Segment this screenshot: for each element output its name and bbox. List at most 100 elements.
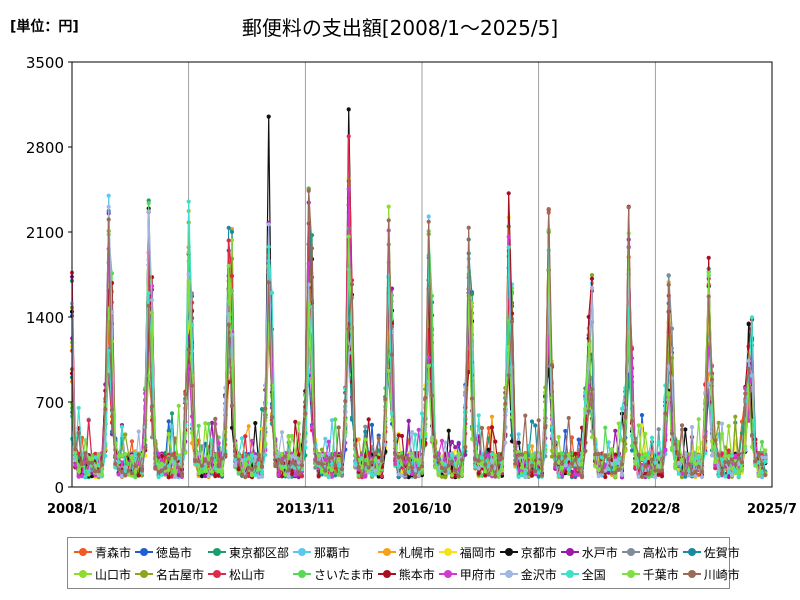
- data-point: [173, 474, 178, 479]
- data-point: [339, 473, 345, 478]
- data-point: [166, 419, 171, 424]
- data-point: [106, 204, 111, 209]
- data-point: [329, 455, 335, 460]
- data-point: [643, 452, 648, 457]
- data-point: [426, 219, 431, 224]
- data-point: [413, 457, 418, 462]
- data-point: [633, 461, 638, 466]
- data-point: [719, 421, 725, 426]
- data-point: [346, 187, 351, 192]
- data-point: [426, 379, 431, 384]
- data-point: [556, 460, 561, 465]
- data-point: [696, 446, 701, 451]
- data-point: [643, 458, 648, 463]
- data-point: [443, 475, 448, 480]
- data-point: [629, 443, 635, 448]
- data-point: [503, 440, 508, 445]
- data-point: [219, 472, 225, 477]
- data-point: [629, 418, 635, 424]
- data-point: [506, 373, 511, 378]
- data-point: [683, 471, 688, 476]
- data-point: [713, 438, 718, 443]
- data-point: [349, 282, 355, 287]
- legend-label: 徳島市: [156, 545, 193, 560]
- data-point: [619, 472, 625, 477]
- legend-marker: [438, 548, 457, 556]
- data-point: [716, 420, 721, 425]
- y-tick-label: 1400: [26, 309, 64, 327]
- data-point: [259, 407, 265, 412]
- data-point: [666, 273, 671, 278]
- data-point: [666, 391, 671, 396]
- data-point: [709, 377, 715, 382]
- data-point: [763, 455, 768, 460]
- data-point: [289, 433, 295, 438]
- data-point: [83, 451, 88, 456]
- data-point: [176, 456, 181, 461]
- data-point: [336, 425, 341, 430]
- data-point: [476, 471, 481, 476]
- data-point: [633, 440, 638, 445]
- data-point: [333, 473, 338, 478]
- data-point: [659, 468, 665, 473]
- data-point: [293, 419, 298, 424]
- data-point: [233, 457, 238, 462]
- data-point: [469, 300, 475, 305]
- data-point: [743, 444, 748, 449]
- data-point: [726, 470, 731, 475]
- data-point: [169, 469, 175, 474]
- legend-label: 名古屋市: [156, 567, 205, 582]
- data-point: [243, 434, 248, 439]
- data-point: [576, 466, 581, 471]
- data-point: [436, 458, 441, 463]
- data-point: [603, 453, 608, 458]
- data-point: [629, 448, 635, 453]
- data-point: [289, 454, 295, 459]
- data-point: [359, 473, 365, 478]
- data-point: [509, 319, 515, 324]
- data-point: [376, 455, 381, 460]
- data-point: [166, 475, 171, 480]
- data-point: [326, 465, 331, 470]
- data-point: [619, 406, 625, 411]
- data-point: [296, 452, 301, 457]
- data-point: [636, 452, 641, 457]
- data-point: [543, 425, 548, 430]
- data-point: [126, 468, 131, 473]
- x-tick-label: 2016/10: [392, 502, 451, 517]
- data-point: [419, 411, 425, 416]
- data-point: [619, 462, 625, 467]
- data-point: [229, 288, 235, 293]
- data-point: [229, 403, 235, 408]
- data-point: [496, 454, 501, 459]
- data-point: [159, 458, 165, 463]
- data-point: [523, 474, 528, 479]
- data-point: [436, 451, 441, 456]
- data-point: [763, 459, 768, 464]
- data-point: [436, 472, 441, 477]
- data-point: [453, 445, 458, 450]
- data-point: [733, 414, 738, 419]
- data-point: [356, 465, 361, 470]
- legend-label: 高松市: [642, 545, 679, 560]
- data-point: [196, 471, 201, 476]
- data-point: [286, 475, 291, 480]
- data-point: [446, 463, 451, 468]
- data-point: [119, 469, 125, 474]
- legend-item: 金沢市: [499, 565, 557, 583]
- legend-item: 甲府市: [438, 565, 496, 583]
- data-point: [93, 451, 98, 456]
- data-point: [229, 229, 235, 234]
- data-point: [696, 472, 701, 477]
- data-point: [263, 406, 268, 411]
- data-point: [106, 193, 111, 198]
- data-point: [443, 462, 448, 467]
- data-point: [183, 392, 188, 397]
- data-point: [673, 442, 678, 447]
- data-point: [416, 458, 421, 463]
- data-point: [219, 456, 225, 461]
- data-point: [346, 326, 351, 331]
- y-tick-label: 700: [35, 394, 64, 412]
- data-point: [676, 471, 681, 476]
- data-point: [643, 431, 648, 436]
